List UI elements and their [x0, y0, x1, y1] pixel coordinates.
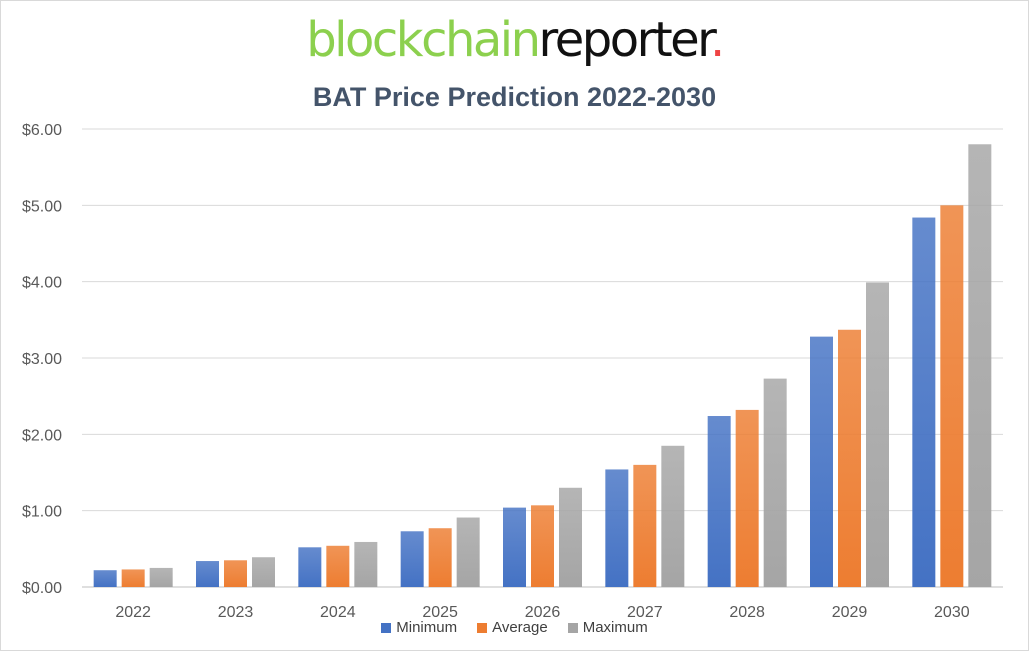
bar-minimum-2022 [93, 570, 117, 587]
bar-minimum-2024 [298, 547, 322, 587]
bar-maximum-2023 [252, 557, 275, 587]
x-tick-label: 2022 [115, 604, 151, 621]
blockchainreporter-logo: blockchainreporter. [0, 8, 1029, 72]
x-tick-label: 2024 [320, 604, 356, 621]
x-tick-label: 2027 [627, 604, 663, 621]
logo-dot: . [710, 12, 725, 68]
chart-title: BAT Price Prediction 2022-2030 [312, 82, 717, 112]
legend-item-average: Average [477, 619, 548, 636]
legend-item-minimum: Minimum [381, 619, 457, 636]
bar-maximum-2026 [559, 487, 582, 587]
bar-minimum-2028 [707, 416, 731, 587]
bar-maximum-2025 [456, 517, 480, 587]
y-tick-label: $2.00 [22, 427, 62, 444]
chart-legend: Minimum Average Maximum [0, 619, 1029, 636]
bar-average-2027 [633, 464, 657, 587]
x-tick-label: 2023 [218, 604, 254, 621]
y-tick-label: $1.00 [22, 504, 62, 521]
bar-maximum-2022 [149, 567, 173, 587]
legend-label: Average [492, 619, 548, 636]
legend-label: Minimum [396, 619, 458, 636]
bar-minimum-2026 [503, 507, 526, 587]
bar-average-2022 [121, 569, 145, 587]
x-tick-label: 2030 [934, 604, 970, 621]
bar-maximum-2030 [968, 144, 992, 587]
bar-average-2026 [531, 505, 554, 587]
x-tick-label: 2029 [832, 604, 868, 621]
bar-maximum-2028 [763, 378, 787, 587]
bar-minimum-2030 [912, 217, 936, 587]
bar-average-2028 [735, 409, 759, 587]
bar-maximum-2027 [661, 445, 685, 587]
legend-swatch [567, 622, 578, 633]
logo-text-reporter: reporter [538, 12, 713, 68]
y-tick-label: $3.00 [22, 351, 62, 368]
x-tick-label: 2028 [729, 604, 765, 621]
bar-minimum-2027 [605, 469, 629, 587]
bar-maximum-2024 [354, 541, 378, 587]
logo-text-blockchain: blockchain [306, 12, 541, 68]
bar-minimum-2029 [810, 336, 833, 587]
y-tick-label: $4.00 [22, 275, 62, 292]
bar-minimum-2025 [400, 531, 424, 587]
legend-label: Maximum [582, 619, 648, 636]
legend-swatch [381, 622, 392, 633]
legend-swatch [477, 622, 488, 633]
x-tick-label: 2026 [525, 604, 561, 621]
bar-average-2025 [428, 528, 452, 587]
x-tick-label: 2025 [422, 604, 458, 621]
bar-average-2024 [326, 545, 350, 587]
bar-maximum-2029 [866, 282, 889, 587]
y-tick-label: $6.00 [22, 122, 62, 139]
legend-item-maximum: Maximum [567, 619, 648, 636]
bar-average-2029 [838, 329, 861, 587]
bar-minimum-2023 [196, 561, 219, 587]
bar-average-2023 [224, 560, 247, 587]
bar-average-2030 [940, 205, 964, 588]
y-tick-label: $5.00 [22, 198, 62, 215]
y-tick-label: $0.00 [22, 580, 62, 597]
